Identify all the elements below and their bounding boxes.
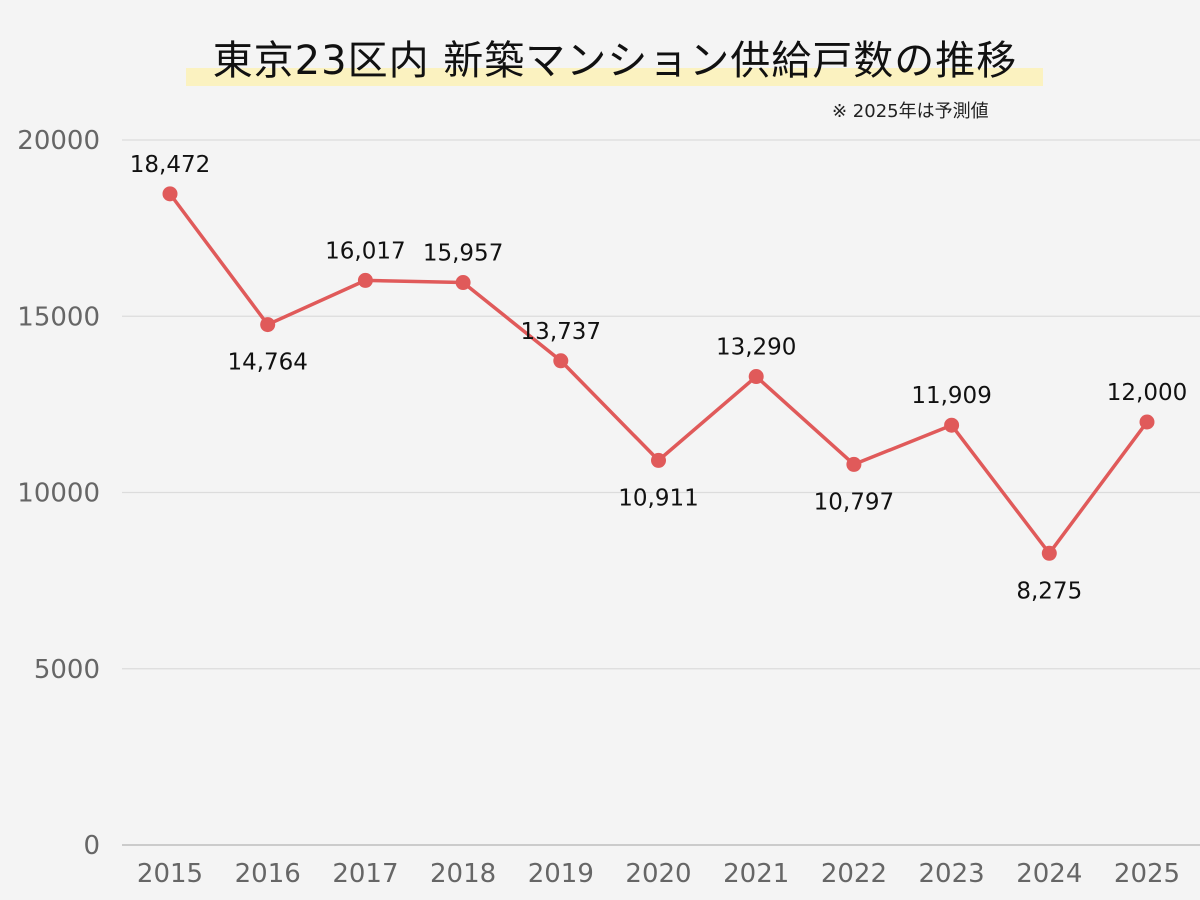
data-label: 18,472: [130, 152, 210, 178]
y-tick-label: 20000: [17, 126, 100, 156]
data-point: [1041, 545, 1057, 561]
y-tick-label: 5000: [34, 655, 100, 685]
data-label: 11,909: [911, 383, 991, 409]
data-label: 15,957: [423, 241, 503, 267]
data-point: [553, 353, 569, 369]
y-tick-label: 0: [83, 831, 100, 861]
data-label: 14,764: [227, 350, 307, 376]
x-tick-label: 2017: [332, 859, 398, 889]
forecast-note: ※ 2025年は予測値: [832, 101, 989, 122]
data-point: [1139, 414, 1155, 430]
data-label: 13,737: [521, 319, 601, 345]
data-label: 8,275: [1016, 578, 1082, 604]
x-tick-label: 2020: [625, 859, 691, 889]
x-tick-label: 2018: [430, 859, 496, 889]
y-tick-label: 15000: [17, 302, 100, 332]
data-point: [260, 317, 276, 333]
data-point: [651, 452, 666, 468]
data-point: [162, 186, 178, 202]
x-tick-label: 2024: [1016, 859, 1082, 889]
data-label: 10,797: [814, 489, 894, 515]
x-tick-label: 2015: [137, 859, 203, 889]
data-point: [455, 275, 471, 291]
data-label: 12,000: [1107, 380, 1187, 406]
title-highlight: [186, 68, 1043, 86]
data-label: 16,017: [325, 238, 405, 264]
x-tick-label: 2022: [821, 859, 887, 889]
data-point: [357, 272, 373, 288]
y-tick-label: 10000: [17, 479, 100, 509]
x-tick-label: 2025: [1114, 859, 1180, 889]
x-tick-label: 2016: [235, 859, 301, 889]
data-point: [846, 456, 862, 472]
chart-title: 東京23区内 新築マンション供給戸数の推移: [212, 38, 1018, 84]
x-tick-label: 2021: [723, 859, 789, 889]
data-point: [748, 369, 764, 385]
data-point: [944, 417, 960, 433]
data-label: 13,290: [716, 335, 796, 361]
x-tick-label: 2019: [528, 859, 594, 889]
x-tick-label: 2023: [919, 859, 985, 889]
data-label: 10,911: [618, 485, 698, 511]
